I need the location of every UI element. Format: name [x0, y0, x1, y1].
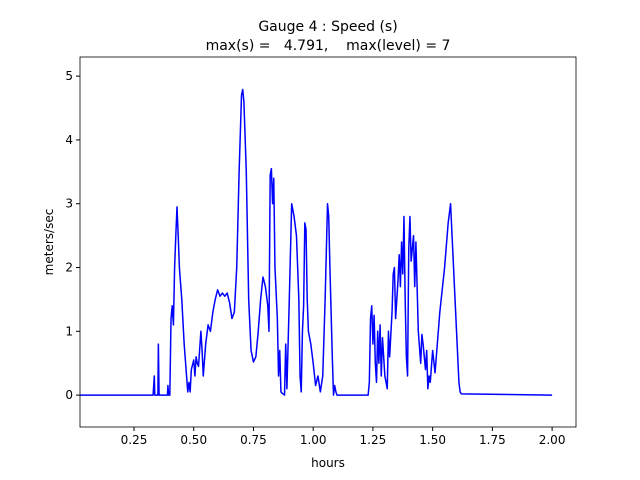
y-tick-label: 1 — [65, 324, 73, 338]
y-tick-label: 0 — [65, 388, 73, 402]
y-axis-label: meters/sec — [42, 209, 56, 276]
chart-subtitle: max(s) = 4.791, max(level) = 7 — [206, 38, 451, 54]
chart-title: Gauge 4 : Speed (s) — [258, 19, 397, 35]
y-tick-label: 3 — [65, 197, 73, 211]
x-tick-label: 0.25 — [121, 433, 148, 447]
y-tick-label: 5 — [65, 69, 73, 83]
x-tick-label: 0.75 — [240, 433, 267, 447]
y-tick-label: 4 — [65, 133, 73, 147]
x-tick-label: 1.75 — [479, 433, 506, 447]
data-line — [80, 88, 553, 396]
x-tick-label: 2.00 — [539, 433, 566, 447]
x-axis-label: hours — [311, 456, 345, 470]
x-tick-label: 1.25 — [360, 433, 387, 447]
plot-frame — [79, 56, 577, 428]
x-tick-label: 0.50 — [180, 433, 207, 447]
y-tick-label: 2 — [65, 261, 73, 275]
x-tick-label: 1.50 — [419, 433, 446, 447]
x-tick-label: 1.00 — [300, 433, 327, 447]
